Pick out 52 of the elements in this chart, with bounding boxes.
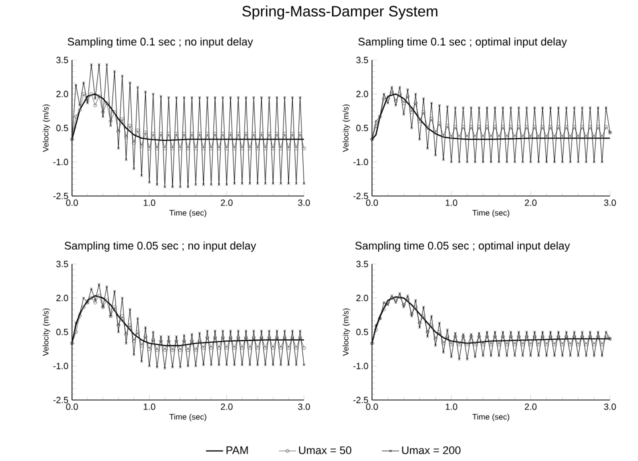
- x-tick-label: 3.0: [604, 200, 616, 206]
- x-tick-label: 3.0: [298, 404, 310, 410]
- y-tick-label: 3.5: [56, 260, 68, 268]
- x-axis-title: Time (sec): [472, 414, 510, 422]
- x-tick-label: 1.0: [446, 404, 458, 410]
- chart-subtitle: Sampling time 0.1 sec ; optimal input delay: [358, 38, 567, 48]
- y-tick-label: -1.0: [53, 158, 68, 166]
- y-tick-label: 3.5: [56, 56, 68, 64]
- y-tick-label: 2.0: [56, 294, 68, 302]
- x-axis-title: Time (sec): [169, 210, 206, 218]
- y-tick-label: 3.5: [356, 56, 368, 64]
- y-tick-label: 3.5: [356, 260, 368, 268]
- y-tick-label: 2.0: [356, 90, 368, 98]
- y-tick-label: -2.5: [353, 396, 368, 404]
- chart-subtitle: Sampling time 0.05 sec ; no input delay: [64, 241, 256, 252]
- legend-label: Umax = 50: [299, 446, 352, 454]
- y-tick-label: -1.0: [353, 362, 368, 370]
- y-axis-title: Velocity (m/s): [42, 104, 50, 152]
- x-tick-label: 1.0: [144, 404, 156, 410]
- y-axis-title: Velocity (m/s): [342, 308, 350, 356]
- chart-subtitle: Sampling time 0.1 sec ; no input delay: [68, 38, 254, 48]
- x-tick-label: 2.0: [220, 404, 233, 410]
- legend-label: Umax = 200: [402, 446, 460, 454]
- y-tick-label: -1.0: [353, 158, 368, 166]
- x-tick-label: 2.0: [524, 404, 537, 410]
- x-tick-label: 0.0: [66, 200, 78, 206]
- y-axis-title: Velocity (m/s): [342, 104, 350, 152]
- x-tick-label: 0.0: [366, 200, 378, 206]
- x-tick-label: 2.0: [524, 200, 537, 206]
- y-tick-label: 2.0: [56, 90, 68, 98]
- x-tick-label: 2.0: [220, 200, 233, 206]
- text: Spring-Mass-Damper System: [242, 6, 438, 20]
- x-axis-title: Time (sec): [472, 210, 510, 218]
- x-tick-label: 1.0: [446, 200, 458, 206]
- y-tick-label: -1.0: [53, 362, 68, 370]
- y-tick-label: 0.5: [356, 328, 368, 336]
- x-tick-label: 3.0: [604, 404, 616, 410]
- y-axis-title: Velocity (m/s): [42, 308, 50, 356]
- legend-label: PAM: [226, 446, 248, 454]
- x-tick-label: 1.0: [144, 200, 156, 206]
- y-tick-label: 0.5: [356, 124, 368, 132]
- x-tick-label: 3.0: [298, 200, 310, 206]
- y-tick-label: -2.5: [53, 396, 68, 404]
- x-axis-title: Time (sec): [169, 414, 206, 422]
- y-tick-label: 2.0: [356, 294, 368, 302]
- y-tick-label: -2.5: [353, 192, 368, 200]
- y-tick-label: 0.5: [56, 124, 68, 132]
- x-tick-label: 0.0: [66, 404, 78, 410]
- y-tick-label: -2.5: [53, 192, 68, 200]
- y-tick-label: 0.5: [56, 328, 68, 336]
- chart-subtitle: Sampling time 0.05 sec ; optimal input delay: [355, 241, 570, 252]
- x-tick-label: 0.0: [366, 404, 378, 410]
